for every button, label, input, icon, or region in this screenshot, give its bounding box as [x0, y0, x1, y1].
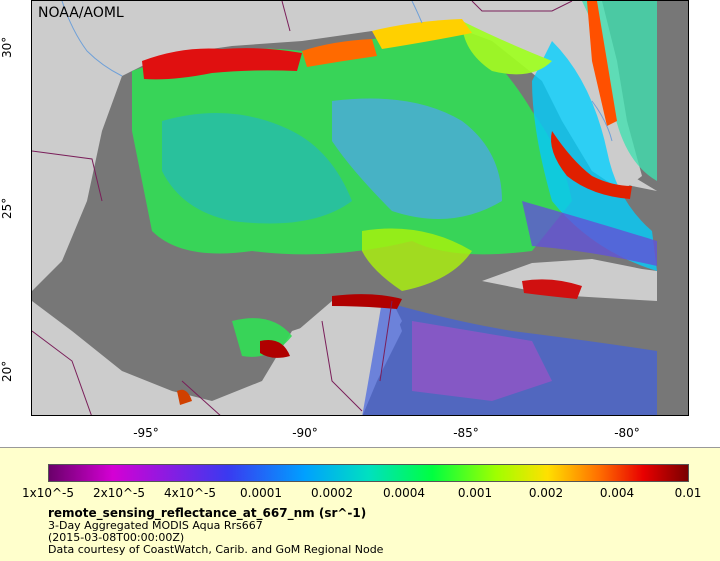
colorbar-label: 0.004: [599, 486, 635, 500]
colorbar-label: 2x10^-5: [92, 486, 146, 500]
lat-label-30: 30°: [0, 36, 14, 58]
colorbar-label: 0.01: [674, 486, 702, 500]
colorbar-label: 0.001: [457, 486, 493, 500]
product-name: 3-Day Aggregated MODIS Aqua Rrs667: [48, 519, 263, 532]
lon-label-90: -90°: [292, 426, 318, 440]
legend-panel: 1x10^-5 2x10^-5 4x10^-5 0.0001 0.0002 0.…: [0, 447, 720, 561]
lon-label-85: -85°: [453, 426, 479, 440]
lat-label-25: 25°: [0, 197, 14, 219]
colorbar-label: 0.0002: [311, 486, 353, 500]
date-label: (2015-03-08T00:00:00Z): [48, 531, 185, 544]
credit-label: NOAA/AOML: [38, 5, 124, 21]
colorbar-label: 4x10^-5: [163, 486, 217, 500]
colorbar: [48, 464, 689, 482]
reflectance-data: [132, 1, 657, 415]
map-frame[interactable]: NOAA/AOML: [31, 0, 689, 416]
coastal-plumes: [142, 1, 632, 405]
no-data-strip: [657, 1, 688, 415]
political-borders: [32, 1, 573, 415]
cuba: [482, 259, 657, 301]
colorbar-label: 0.002: [528, 486, 564, 500]
colorbar-label: 0.0001: [240, 486, 282, 500]
lat-label-20: 20°: [0, 360, 14, 382]
colorbar-label: 1x10^-5: [21, 486, 75, 500]
courtesy-label: Data courtesy of CoastWatch, Carib. and …: [48, 543, 384, 556]
rivers: [61, 1, 613, 142]
variable-name: remote_sensing_reflectance_at_667_nm (sr…: [48, 506, 367, 520]
map-image: [32, 1, 688, 415]
lon-label-80: -80°: [614, 426, 640, 440]
lon-label-95: -95°: [133, 426, 159, 440]
colorbar-label: 0.0004: [383, 486, 425, 500]
